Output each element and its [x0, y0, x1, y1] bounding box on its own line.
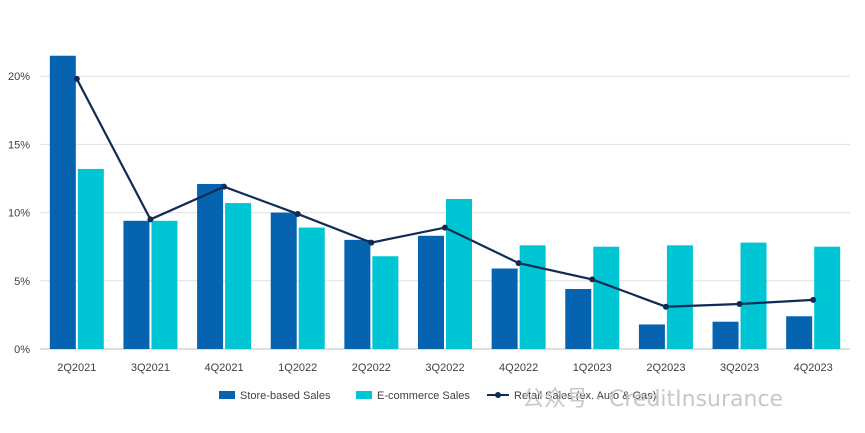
y-tick-label: 5% [14, 276, 30, 288]
x-tick-label: 3Q2022 [425, 362, 464, 374]
x-tick-label: 2Q2022 [352, 362, 391, 374]
retail-sales-point [736, 300, 743, 307]
retail-sales-line [75, 78, 814, 308]
ecommerce-sales-bar [519, 245, 546, 349]
legend-label: Store-based Sales [240, 390, 331, 402]
store-sales-bar [418, 235, 444, 349]
ecommerce-sales-bar [77, 168, 104, 349]
store-sales-bar [344, 239, 371, 349]
ecommerce-sales-bar [740, 242, 767, 349]
store-sales-bar [712, 321, 739, 349]
x-tick-label: 3Q2023 [720, 362, 759, 374]
bars [49, 55, 841, 350]
ecommerce-sales-bar [298, 227, 325, 349]
legend: Store-based Sales E-commerce Sales Retail … [219, 390, 656, 402]
retail-sales-point [294, 210, 301, 217]
x-tick-label: 1Q2023 [573, 362, 612, 374]
store-sales-bar [491, 268, 518, 349]
store-sales-bar [123, 220, 150, 349]
ecommerce-sales-bar [225, 203, 252, 349]
store-sales-bar [786, 316, 813, 349]
ecommerce-sales-bar [372, 256, 399, 349]
store-sales-bar [49, 55, 76, 350]
x-tick-label: 2Q2021 [57, 362, 96, 374]
watermark: 公众号 · CreditInsurance [522, 387, 783, 412]
line-series [73, 75, 817, 310]
x-tick-label: 3Q2021 [131, 362, 170, 374]
y-tick-label: 0% [14, 344, 30, 356]
y-axis-ticks: 0% 5% 10% 15% 20% [8, 71, 30, 356]
legend-label: E-commerce Sales [377, 390, 470, 402]
x-tick-label: 4Q2021 [205, 362, 244, 374]
ecommerce-sales-bar [666, 245, 693, 349]
x-tick-label: 4Q2022 [499, 362, 538, 374]
x-tick-label: 1Q2022 [278, 362, 317, 374]
retail-sales-point [810, 296, 817, 303]
legend-swatch [356, 391, 372, 399]
retail-sales-point [662, 303, 669, 310]
legend-store-sales: Store-based Sales [219, 390, 331, 402]
retail-sales-point [515, 260, 522, 267]
store-sales-bar [197, 183, 224, 349]
watermark-text: 公众号 · CreditInsurance [522, 387, 783, 412]
legend-ecommerce-sales: E-commerce Sales [356, 390, 470, 402]
ecommerce-sales-bar [814, 246, 841, 349]
ecommerce-sales-bar [593, 246, 620, 349]
retail-sales-point [442, 224, 448, 231]
y-tick-label: 10% [8, 208, 30, 220]
y-tick-label: 15% [8, 139, 30, 151]
retail-sales-point [147, 216, 154, 223]
retail-sales-point [221, 183, 228, 190]
x-tick-label: 4Q2023 [794, 362, 833, 374]
retail-sales-point [73, 75, 80, 82]
y-tick-label: 20% [8, 71, 30, 83]
legend-retail-sales: Retail Sales (ex. Auto & Gas) [487, 390, 656, 402]
retail-sales-point [589, 276, 596, 283]
store-sales-bar [565, 288, 592, 349]
legend-label: Retail Sales (ex. Auto & Gas) [514, 390, 656, 402]
legend-swatch [219, 391, 235, 399]
store-sales-bar [270, 212, 297, 349]
retail-sales-point [368, 239, 375, 246]
store-sales-bar [638, 324, 665, 349]
x-tick-label: 2Q2023 [646, 362, 685, 374]
ecommerce-sales-bar [446, 198, 472, 349]
legend-marker [495, 392, 501, 398]
x-axis-ticks: 2Q2021 3Q2021 4Q2021 1Q2022 2Q2022 3Q2022 4Q20… [57, 362, 833, 374]
ecommerce-sales-bar [151, 220, 178, 349]
